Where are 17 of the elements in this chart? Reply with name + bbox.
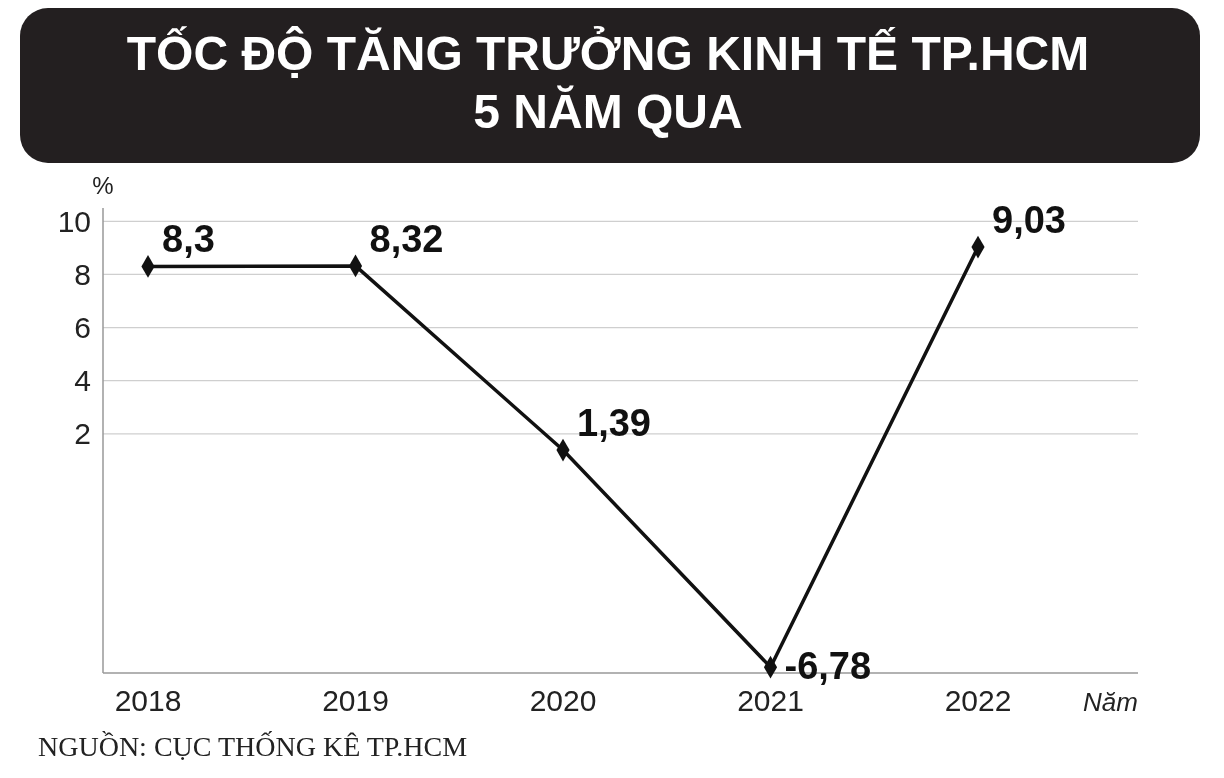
data-label: 1,39: [577, 402, 651, 445]
y-axis-title: %: [92, 172, 114, 199]
y-tick-label: 10: [57, 204, 91, 238]
y-tick-label: 2: [74, 417, 91, 451]
data-label: 8,3: [162, 218, 215, 261]
x-tick-label: 2020: [529, 684, 597, 717]
y-tick-label: 4: [74, 364, 91, 398]
data-label: 9,03: [992, 199, 1066, 242]
x-axis-title: Năm: [1083, 687, 1138, 717]
y-tick-label: 8: [74, 257, 91, 291]
x-tick-label: 2018: [114, 684, 182, 717]
data-label: 8,32: [369, 217, 444, 260]
chart-title: TỐC ĐỘ TĂNG TRƯỞNG KINH TẾ TP.HCM 5 NĂM QUA: [126, 26, 1090, 138]
x-tick-label: 2019: [322, 684, 389, 717]
x-tick-label: 2022: [944, 684, 1012, 717]
text: NGUỒN: CỤC THỐNG KÊ TP.HCM: [38, 731, 468, 762]
y-tick-label: 6: [74, 311, 91, 345]
